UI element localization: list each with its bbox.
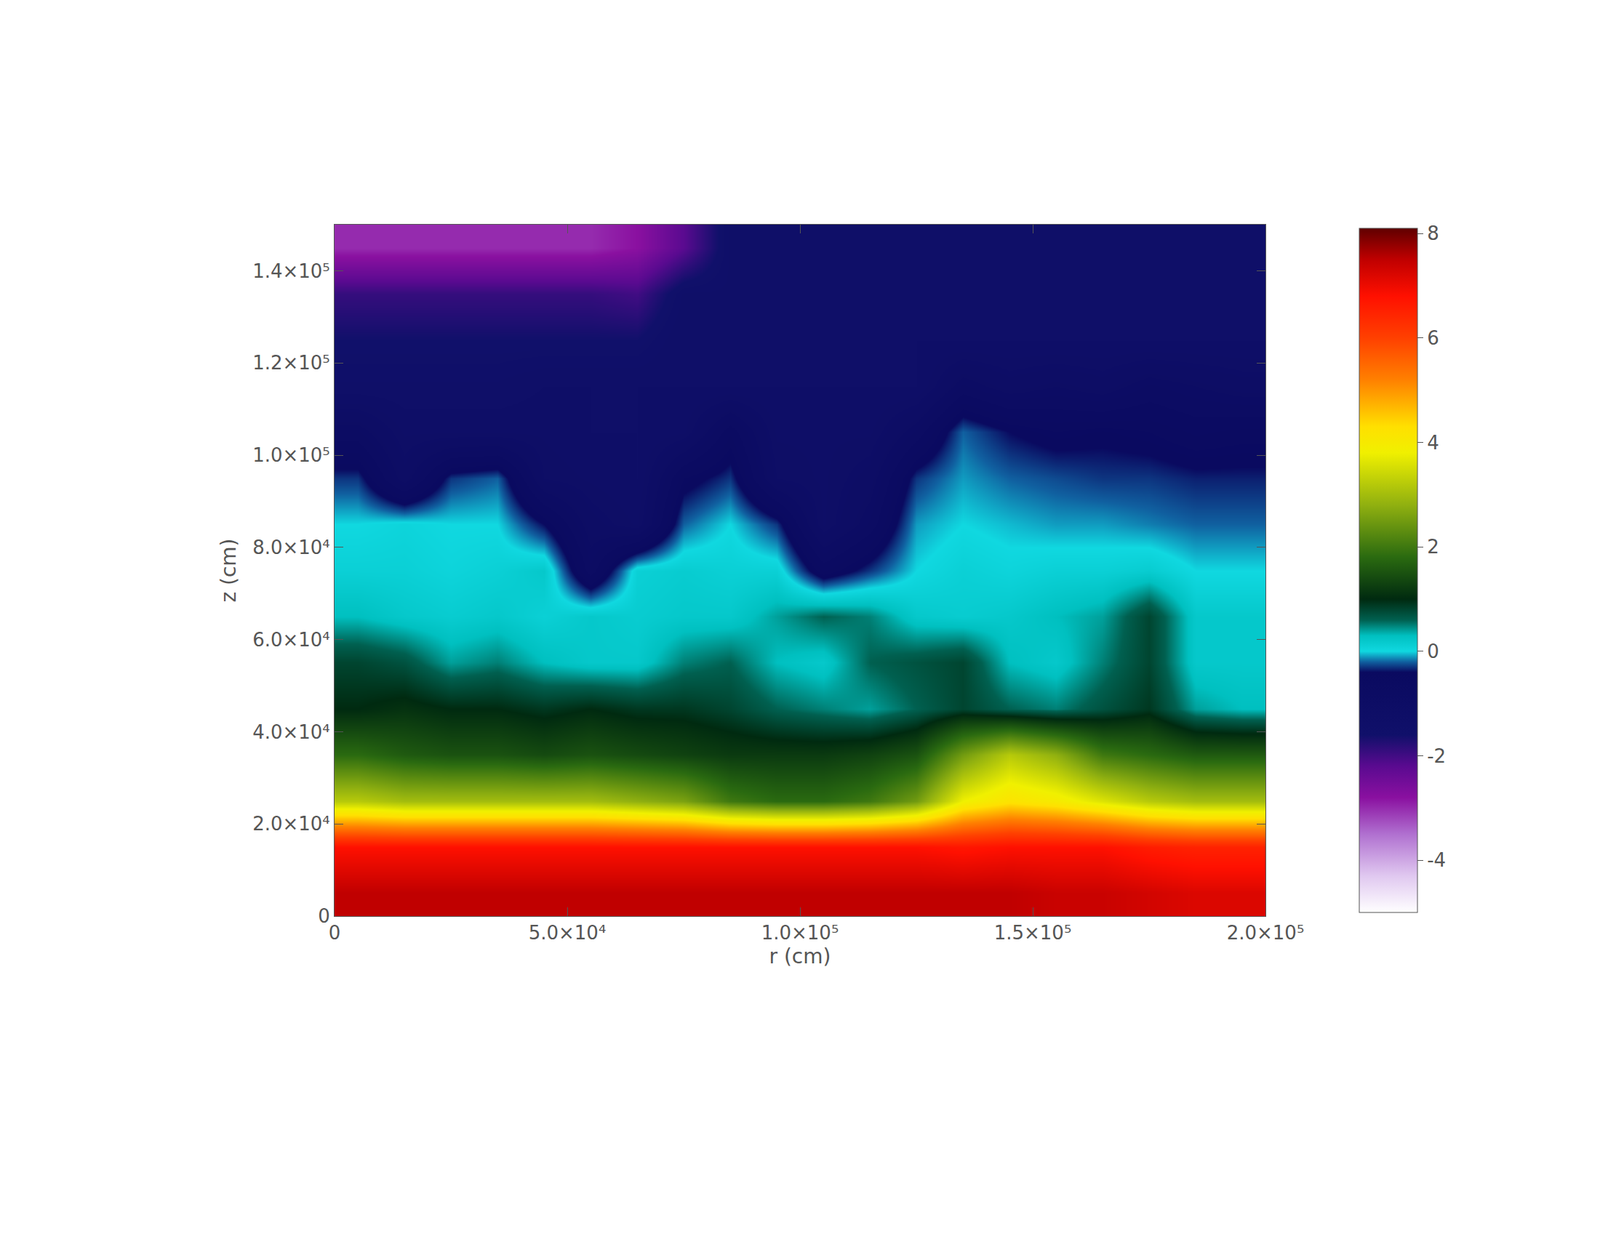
svg-text:-4: -4 [1426,849,1446,872]
svg-text:1.2×10⁵: 1.2×10⁵ [252,352,331,374]
svg-text:1.4×10⁵: 1.4×10⁵ [252,260,331,283]
svg-text:1.0×10⁵: 1.0×10⁵ [761,922,840,944]
svg-text:1.5×10⁵: 1.5×10⁵ [994,922,1072,944]
svg-text:4: 4 [1426,432,1440,454]
svg-text:1.0×10⁵: 1.0×10⁵ [252,444,331,467]
svg-text:4.0×10⁴: 4.0×10⁴ [252,721,331,744]
svg-text:z (cm): z (cm) [216,538,241,603]
svg-text:0: 0 [1426,640,1440,663]
svg-text:2.0×10⁴: 2.0×10⁴ [252,813,331,835]
svg-text:2: 2 [1426,536,1440,558]
svg-text:-2: -2 [1426,745,1446,768]
svg-text:6.0×10⁴: 6.0×10⁴ [252,629,331,651]
svg-text:8.0×10⁴: 8.0×10⁴ [252,536,331,559]
svg-text:0: 0 [328,922,342,944]
svg-text:2.0×10⁵: 2.0×10⁵ [1226,922,1305,944]
svg-text:8: 8 [1426,222,1440,245]
svg-text:0: 0 [317,905,331,928]
svg-text:r (cm): r (cm) [769,944,832,969]
svg-text:6: 6 [1426,327,1440,350]
svg-text:5.0×10⁴: 5.0×10⁴ [528,922,607,944]
